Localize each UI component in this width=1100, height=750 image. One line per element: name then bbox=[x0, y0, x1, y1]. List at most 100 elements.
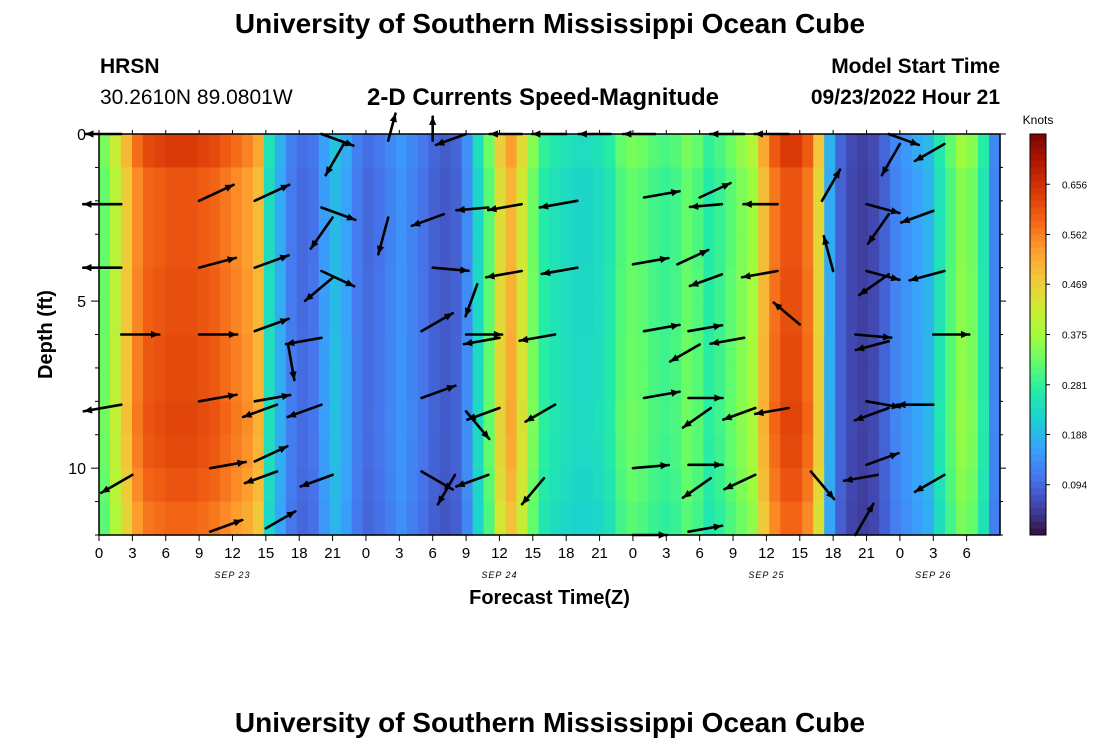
heatmap-cell bbox=[120, 334, 133, 369]
heatmap-cell bbox=[967, 134, 979, 169]
heatmap-cell bbox=[131, 167, 144, 202]
heatmap-cell bbox=[241, 301, 254, 336]
heatmap-cell bbox=[769, 367, 781, 402]
current-arrow bbox=[820, 168, 842, 203]
heatmap-cell bbox=[670, 367, 682, 402]
heatmap-cell bbox=[505, 367, 518, 402]
colorbar-tick-label: 0.469 bbox=[1062, 280, 1087, 291]
heatmap-cell bbox=[197, 334, 210, 369]
arrow-head bbox=[714, 461, 723, 469]
heatmap-cell bbox=[252, 468, 265, 503]
heatmap-cell bbox=[230, 401, 243, 436]
arrow-head bbox=[488, 205, 497, 213]
heatmap-cell bbox=[945, 301, 957, 336]
colorbar-segment bbox=[1030, 387, 1046, 396]
colorbar-segment bbox=[1030, 374, 1046, 382]
colorbar-unit-label: Knots bbox=[1023, 113, 1054, 127]
heatmap-cell bbox=[153, 134, 166, 169]
current-arrow bbox=[538, 199, 579, 210]
current-arrow bbox=[99, 473, 134, 495]
heatmap-cell bbox=[538, 501, 551, 536]
heatmap-cell bbox=[725, 234, 737, 269]
arrow-head bbox=[436, 138, 445, 146]
arrow-head bbox=[233, 519, 243, 527]
heatmap-cell bbox=[329, 334, 342, 369]
heatmap-cell bbox=[263, 200, 276, 235]
heatmap-cell bbox=[703, 334, 715, 369]
heatmap-cell bbox=[978, 401, 990, 436]
heatmap-cell bbox=[527, 167, 540, 202]
heatmap-cell bbox=[241, 434, 254, 469]
heatmap-cell bbox=[109, 401, 122, 436]
arrow-head bbox=[389, 113, 397, 123]
heatmap-cell bbox=[549, 434, 562, 469]
heatmap-cell bbox=[758, 367, 770, 402]
heatmap-cell bbox=[109, 501, 122, 536]
heatmap-cell bbox=[758, 468, 770, 503]
heatmap-cell bbox=[505, 301, 518, 336]
colorbar-segment bbox=[1030, 194, 1046, 202]
heatmap-cell bbox=[483, 267, 496, 302]
heatmap-cell bbox=[571, 267, 584, 302]
heatmap-cell bbox=[582, 501, 595, 536]
heatmap-cell bbox=[318, 401, 331, 436]
heatmap-cell bbox=[582, 468, 595, 503]
heatmap-cell bbox=[868, 167, 880, 202]
heatmap-cell bbox=[164, 501, 177, 536]
heatmap-cell bbox=[593, 267, 606, 302]
heatmap-cell bbox=[604, 301, 617, 336]
arrow-head bbox=[682, 489, 692, 498]
heatmap-cell bbox=[945, 134, 957, 169]
current-arrow bbox=[631, 255, 670, 266]
heatmap-cell bbox=[549, 501, 562, 536]
heatmap-cell bbox=[241, 200, 254, 235]
heatmap-cell bbox=[615, 434, 628, 469]
heatmap-cell bbox=[725, 334, 737, 369]
current-arrow bbox=[723, 473, 757, 491]
heatmap-cell bbox=[549, 301, 562, 336]
x-tick-label: 18 bbox=[558, 545, 575, 562]
heatmap-cell bbox=[934, 301, 946, 336]
heatmap-cell bbox=[857, 301, 869, 336]
heatmap-cell bbox=[109, 434, 122, 469]
heatmap-cell bbox=[659, 468, 671, 503]
heatmap-cell bbox=[648, 234, 660, 269]
heatmap-cell bbox=[296, 301, 309, 336]
heatmap-cell bbox=[802, 167, 814, 202]
x-tick-label: 9 bbox=[729, 545, 737, 562]
current-arrow bbox=[688, 273, 724, 288]
arrow-head bbox=[411, 219, 421, 227]
heatmap-cell bbox=[417, 200, 430, 235]
heatmap-cell bbox=[692, 367, 704, 402]
heatmap-cell bbox=[582, 267, 595, 302]
heatmap-cell bbox=[923, 267, 935, 302]
colorbar-segment bbox=[1030, 207, 1046, 215]
heatmap-cell bbox=[494, 234, 507, 269]
heatmap-cell bbox=[846, 200, 858, 235]
heatmap-cell bbox=[494, 167, 507, 202]
heatmap-cell bbox=[153, 334, 166, 369]
colorbar-tick-label: 0.375 bbox=[1062, 331, 1087, 342]
heatmap-cell bbox=[835, 134, 847, 169]
heatmap-cell bbox=[362, 401, 375, 436]
heatmap-cell bbox=[230, 234, 243, 269]
heatmap-cell bbox=[153, 434, 166, 469]
current-arrow bbox=[688, 202, 724, 210]
heatmap-cell bbox=[956, 468, 968, 503]
heatmap-cell bbox=[703, 301, 715, 336]
heatmap-cell bbox=[494, 334, 507, 369]
arrow-head bbox=[713, 323, 723, 331]
heatmap-cell bbox=[384, 367, 397, 402]
heatmap-cell bbox=[340, 334, 353, 369]
heatmap-cell bbox=[681, 434, 693, 469]
heatmap-cell bbox=[604, 234, 617, 269]
arrow-head bbox=[660, 462, 669, 470]
heatmap-cell bbox=[263, 134, 276, 169]
heatmap-cell bbox=[219, 267, 232, 302]
colorbar-segment bbox=[1030, 488, 1046, 496]
heatmap-cell bbox=[175, 401, 188, 436]
current-arrow bbox=[722, 406, 757, 421]
heatmap-cell bbox=[417, 234, 430, 269]
x-tick-label: 12 bbox=[758, 545, 775, 562]
heatmap-cell bbox=[791, 134, 803, 169]
